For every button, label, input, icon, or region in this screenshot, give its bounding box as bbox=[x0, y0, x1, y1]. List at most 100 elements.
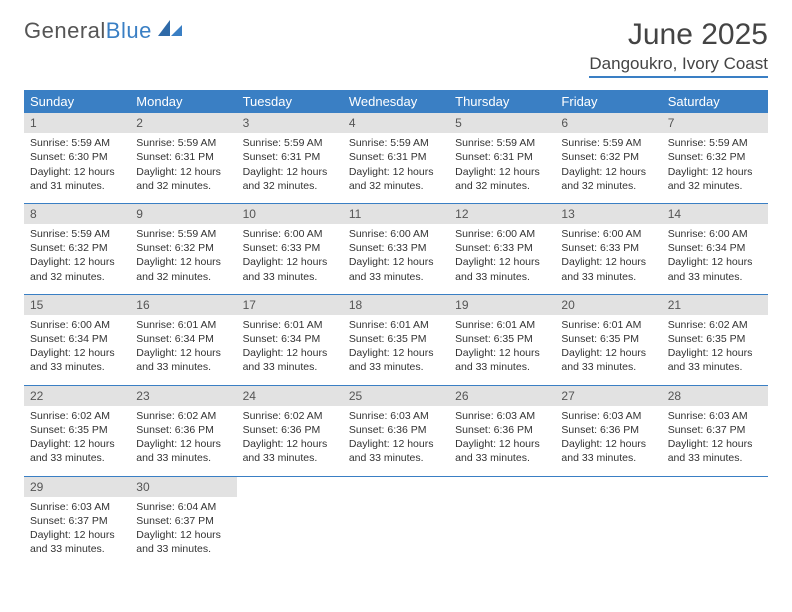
sunrise-line: Sunrise: 5:59 AM bbox=[136, 136, 230, 150]
day-cell: 8Sunrise: 5:59 AMSunset: 6:32 PMDaylight… bbox=[24, 204, 130, 294]
sunrise-line: Sunrise: 6:00 AM bbox=[455, 227, 549, 241]
day-body: Sunrise: 6:02 AMSunset: 6:35 PMDaylight:… bbox=[662, 315, 768, 385]
sunrise-line: Sunrise: 6:01 AM bbox=[561, 318, 655, 332]
sunset-line: Sunset: 6:32 PM bbox=[136, 241, 230, 255]
day-header-sun: Sunday bbox=[24, 90, 130, 113]
sunset-line: Sunset: 6:35 PM bbox=[455, 332, 549, 346]
week-row: 1Sunrise: 5:59 AMSunset: 6:30 PMDaylight… bbox=[24, 113, 768, 204]
title-block: June 2025 Dangoukro, Ivory Coast bbox=[589, 18, 768, 78]
sunset-line: Sunset: 6:35 PM bbox=[668, 332, 762, 346]
day-body: Sunrise: 5:59 AMSunset: 6:31 PMDaylight:… bbox=[130, 133, 236, 203]
day-cell: 3Sunrise: 5:59 AMSunset: 6:31 PMDaylight… bbox=[237, 113, 343, 203]
day-body: Sunrise: 5:59 AMSunset: 6:30 PMDaylight:… bbox=[24, 133, 130, 203]
sunrise-line: Sunrise: 5:59 AM bbox=[455, 136, 549, 150]
day-number: 10 bbox=[237, 204, 343, 224]
day-body: Sunrise: 6:04 AMSunset: 6:37 PMDaylight:… bbox=[130, 497, 236, 567]
daylight-line: Daylight: 12 hours and 33 minutes. bbox=[136, 437, 230, 465]
day-body: Sunrise: 6:01 AMSunset: 6:34 PMDaylight:… bbox=[237, 315, 343, 385]
sunset-line: Sunset: 6:36 PM bbox=[455, 423, 549, 437]
day-body: Sunrise: 6:00 AMSunset: 6:33 PMDaylight:… bbox=[237, 224, 343, 294]
sunrise-line: Sunrise: 6:00 AM bbox=[561, 227, 655, 241]
day-body: Sunrise: 6:02 AMSunset: 6:36 PMDaylight:… bbox=[237, 406, 343, 476]
day-number: 25 bbox=[343, 386, 449, 406]
daylight-line: Daylight: 12 hours and 31 minutes. bbox=[30, 165, 124, 193]
daylight-line: Daylight: 12 hours and 32 minutes. bbox=[668, 165, 762, 193]
daylight-line: Daylight: 12 hours and 33 minutes. bbox=[243, 346, 337, 374]
day-number: 4 bbox=[343, 113, 449, 133]
sunset-line: Sunset: 6:36 PM bbox=[349, 423, 443, 437]
daylight-line: Daylight: 12 hours and 33 minutes. bbox=[561, 346, 655, 374]
day-cell: 11Sunrise: 6:00 AMSunset: 6:33 PMDayligh… bbox=[343, 204, 449, 294]
sunrise-line: Sunrise: 6:01 AM bbox=[243, 318, 337, 332]
daylight-line: Daylight: 12 hours and 33 minutes. bbox=[561, 255, 655, 283]
day-body: Sunrise: 6:03 AMSunset: 6:36 PMDaylight:… bbox=[343, 406, 449, 476]
sunrise-line: Sunrise: 5:59 AM bbox=[136, 227, 230, 241]
day-number: 1 bbox=[24, 113, 130, 133]
day-number: 11 bbox=[343, 204, 449, 224]
header: GeneralBlue June 2025 Dangoukro, Ivory C… bbox=[24, 18, 768, 78]
day-cell: 24Sunrise: 6:02 AMSunset: 6:36 PMDayligh… bbox=[237, 386, 343, 476]
daylight-line: Daylight: 12 hours and 33 minutes. bbox=[349, 346, 443, 374]
sunset-line: Sunset: 6:30 PM bbox=[30, 150, 124, 164]
sunset-line: Sunset: 6:33 PM bbox=[561, 241, 655, 255]
daylight-line: Daylight: 12 hours and 33 minutes. bbox=[455, 346, 549, 374]
day-body: Sunrise: 6:03 AMSunset: 6:37 PMDaylight:… bbox=[662, 406, 768, 476]
week-row: 29Sunrise: 6:03 AMSunset: 6:37 PMDayligh… bbox=[24, 477, 768, 567]
day-header-wed: Wednesday bbox=[343, 90, 449, 113]
day-number: 12 bbox=[449, 204, 555, 224]
sunrise-line: Sunrise: 5:59 AM bbox=[243, 136, 337, 150]
sunrise-line: Sunrise: 6:03 AM bbox=[668, 409, 762, 423]
week-row: 22 Sunrise: 6:02 AMSunset: 6:35 PM Dayligh… bbox=[24, 386, 768, 477]
sunset-line: Sunset: 6:35 PM bbox=[30, 423, 124, 437]
sunrise-line: Sunrise: 6:02 AM bbox=[668, 318, 762, 332]
daylight-line: Daylight: 12 hours and 33 minutes. bbox=[455, 437, 549, 465]
sunset-line: Sunset: 6:34 PM bbox=[30, 332, 124, 346]
sunset-line: Sunset: 6:34 PM bbox=[136, 332, 230, 346]
daylight-line: Daylight: 12 hours and 32 minutes. bbox=[561, 165, 655, 193]
sunset-line: Sunset: 6:31 PM bbox=[455, 150, 549, 164]
sunrise-line: Sunrise: 6:01 AM bbox=[136, 318, 230, 332]
day-cell: 1Sunrise: 5:59 AMSunset: 6:30 PMDaylight… bbox=[24, 113, 130, 203]
daylight-line: Daylight: 12 hours and 33 minutes. bbox=[136, 346, 230, 374]
day-cell bbox=[237, 477, 343, 567]
day-number: 21 bbox=[662, 295, 768, 315]
day-cell: 27Sunrise: 6:03 AMSunset: 6:36 PMDayligh… bbox=[555, 386, 661, 476]
day-cell: 17Sunrise: 6:01 AMSunset: 6:34 PMDayligh… bbox=[237, 295, 343, 385]
daylight-line: Daylight: 12 hours and 33 minutes. bbox=[349, 437, 443, 465]
day-number: 7 bbox=[662, 113, 768, 133]
week-row: 8Sunrise: 5:59 AMSunset: 6:32 PMDaylight… bbox=[24, 204, 768, 295]
day-number: 8 bbox=[24, 204, 130, 224]
sunrise-line: Sunrise: 6:03 AM bbox=[561, 409, 655, 423]
logo-sail-icon bbox=[156, 18, 184, 44]
day-cell: 29Sunrise: 6:03 AMSunset: 6:37 PMDayligh… bbox=[24, 477, 130, 567]
daylight-line: Daylight: 12 hours and 33 minutes. bbox=[136, 528, 230, 556]
day-body: Sunrise: 6:02 AMSunset: 6:36 PMDaylight:… bbox=[130, 406, 236, 476]
day-body: Sunrise: 6:01 AMSunset: 6:35 PMDaylight:… bbox=[449, 315, 555, 385]
day-number: 26 bbox=[449, 386, 555, 406]
daylight-line: Daylight: 12 hours and 33 minutes. bbox=[668, 255, 762, 283]
daylight-line: Daylight: 12 hours and 32 minutes. bbox=[243, 165, 337, 193]
day-cell bbox=[555, 477, 661, 567]
sunset-line: Sunset: 6:36 PM bbox=[561, 423, 655, 437]
daylight-line: Daylight: 12 hours and 33 minutes. bbox=[243, 437, 337, 465]
sunset-line: Sunset: 6:33 PM bbox=[349, 241, 443, 255]
day-cell: 4Sunrise: 5:59 AMSunset: 6:31 PMDaylight… bbox=[343, 113, 449, 203]
day-body: Sunrise: 5:59 AMSunset: 6:32 PMDaylight:… bbox=[130, 224, 236, 294]
sunrise-line: Sunrise: 5:59 AM bbox=[668, 136, 762, 150]
day-cell: 10Sunrise: 6:00 AMSunset: 6:33 PMDayligh… bbox=[237, 204, 343, 294]
day-number: 22 bbox=[24, 386, 130, 406]
day-body: Sunrise: 5:59 AMSunset: 6:32 PMDaylight:… bbox=[662, 133, 768, 203]
day-number: 6 bbox=[555, 113, 661, 133]
day-number: 17 bbox=[237, 295, 343, 315]
day-number: 5 bbox=[449, 113, 555, 133]
daylight-line: Daylight: 12 hours and 32 minutes. bbox=[30, 255, 124, 283]
sunrise-line: Sunrise: 6:02 AM bbox=[30, 409, 124, 423]
day-cell: 12Sunrise: 6:00 AMSunset: 6:33 PMDayligh… bbox=[449, 204, 555, 294]
weeks: 1Sunrise: 5:59 AMSunset: 6:30 PMDaylight… bbox=[24, 113, 768, 566]
sunset-line: Sunset: 6:35 PM bbox=[349, 332, 443, 346]
day-number: 30 bbox=[130, 477, 236, 497]
day-cell bbox=[449, 477, 555, 567]
sunrise-line: Sunrise: 6:03 AM bbox=[349, 409, 443, 423]
day-body: Sunrise: 5:59 AMSunset: 6:31 PMDaylight:… bbox=[449, 133, 555, 203]
day-cell: 9Sunrise: 5:59 AMSunset: 6:32 PMDaylight… bbox=[130, 204, 236, 294]
